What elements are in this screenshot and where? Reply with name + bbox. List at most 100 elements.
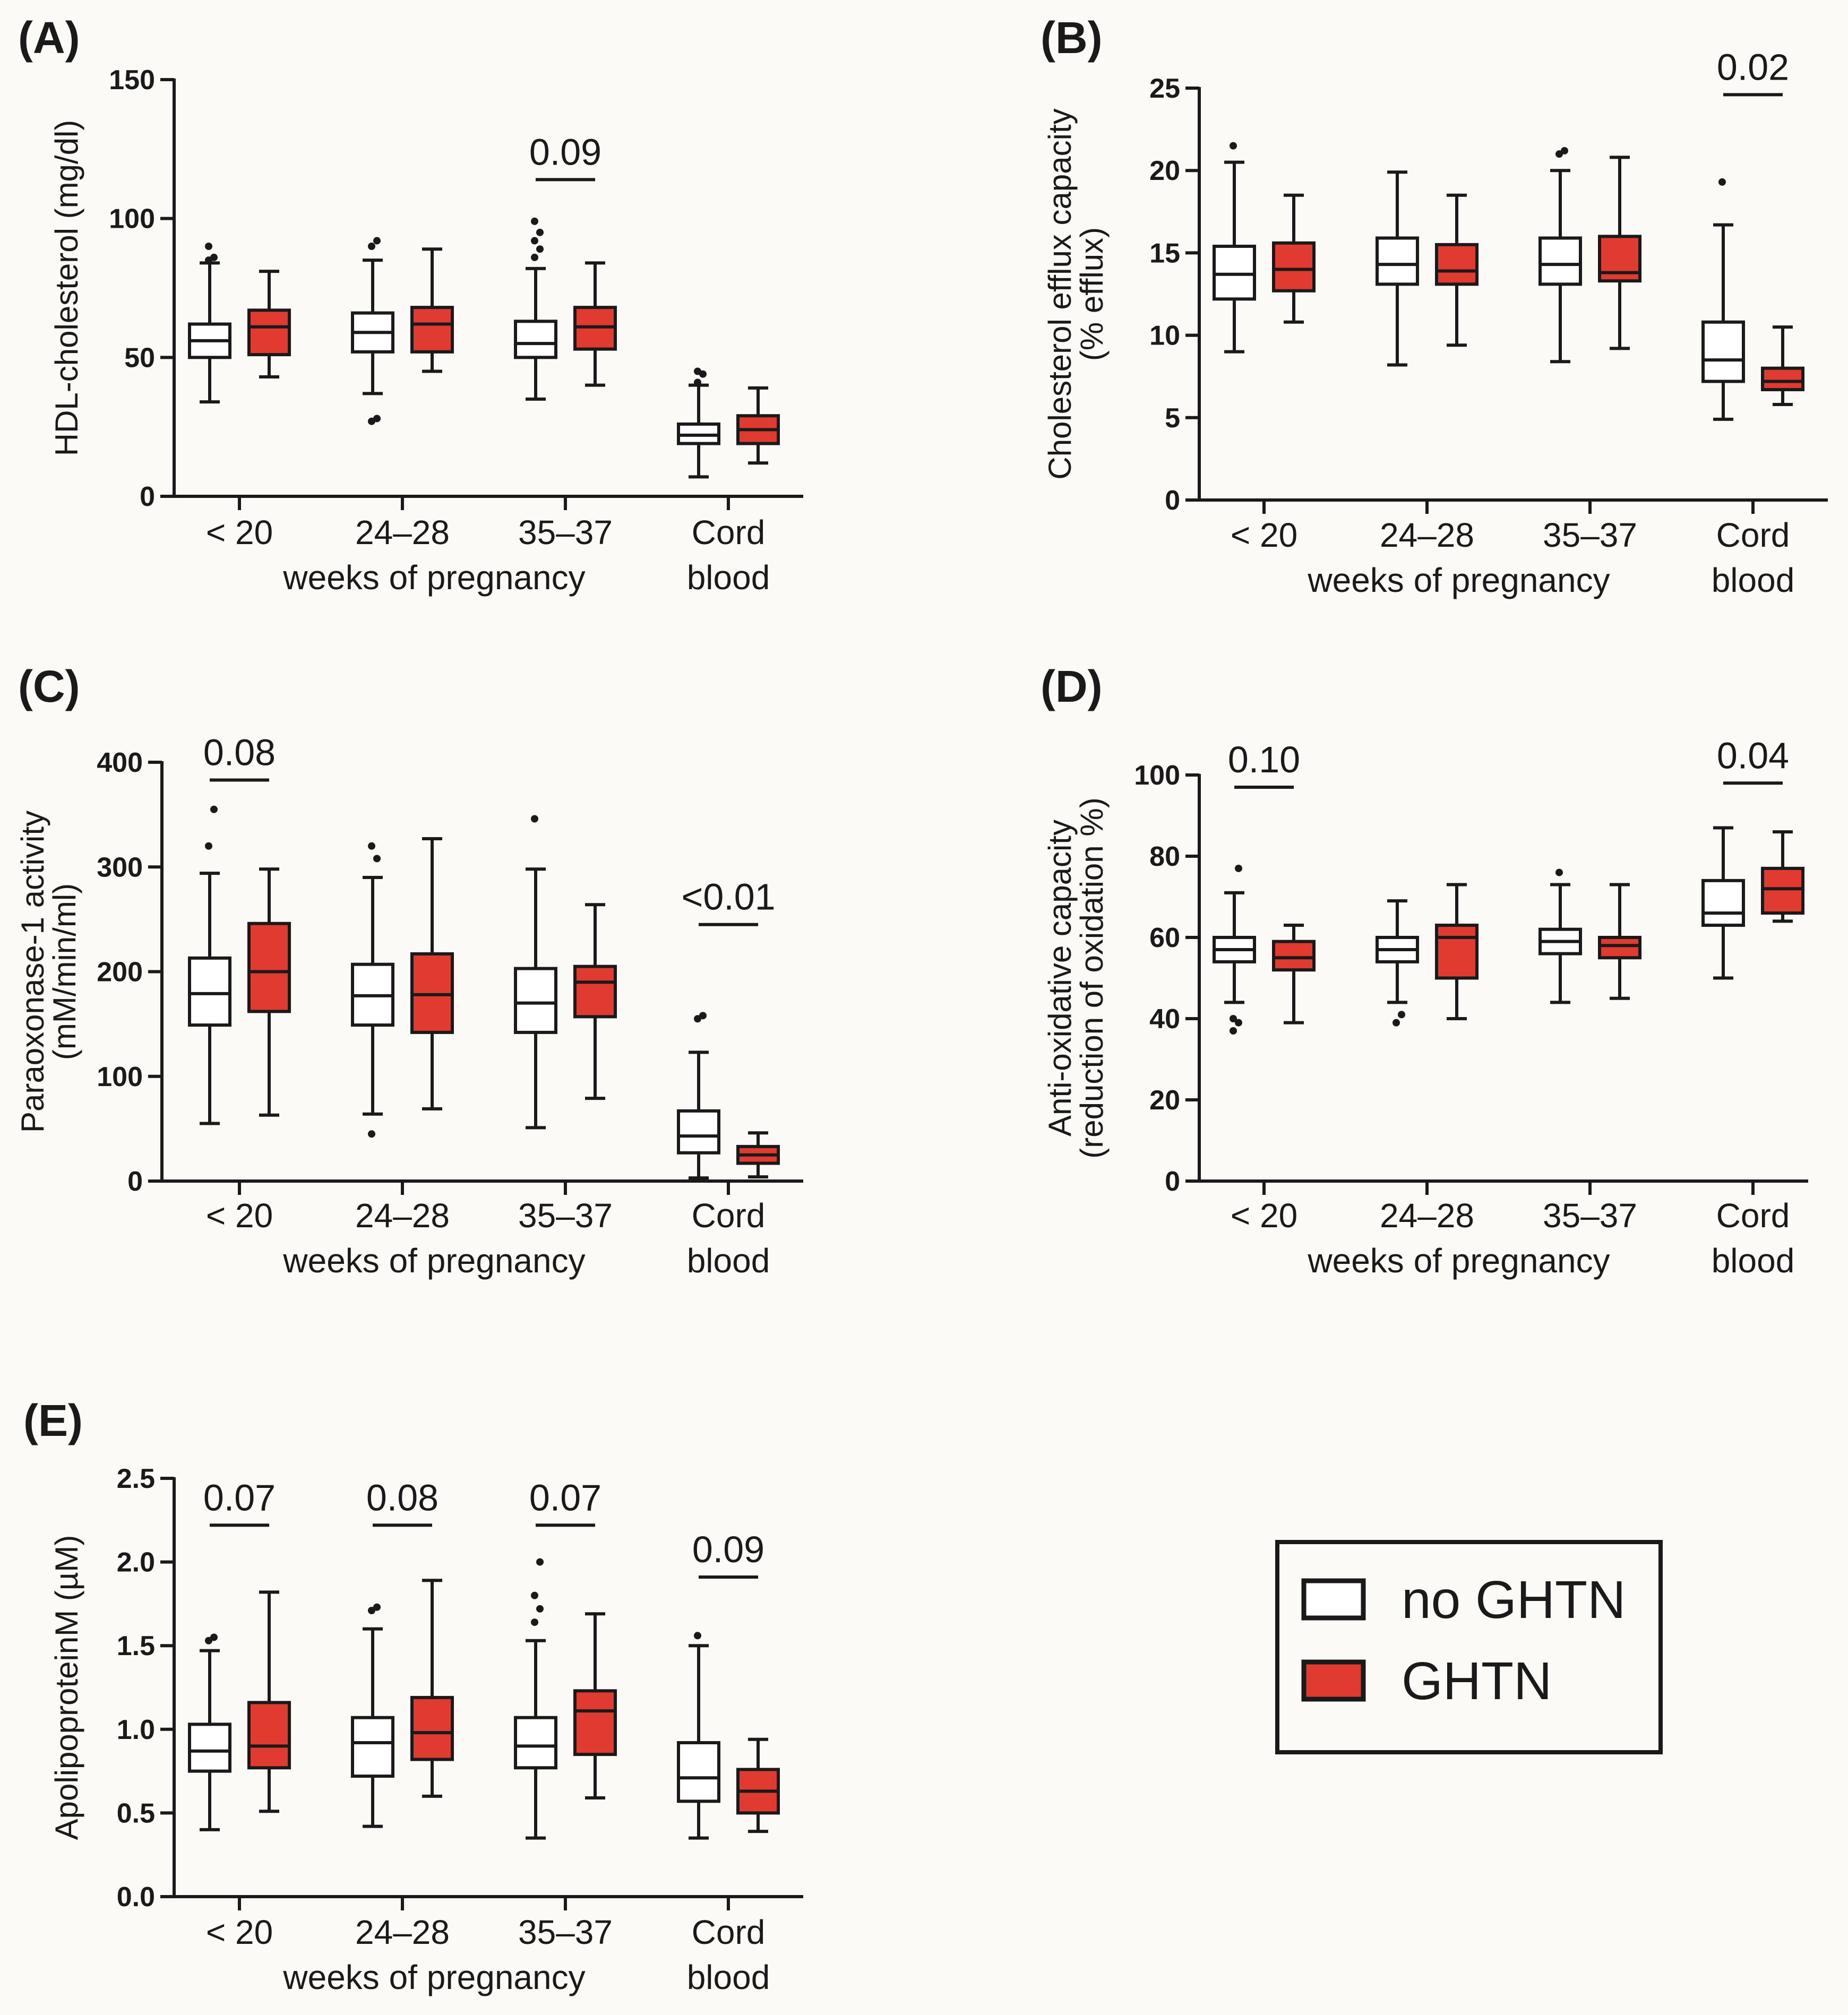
iqr-box — [514, 967, 557, 1034]
y-tick-label: 2.5 — [117, 1463, 155, 1494]
box-no-ghtn-cord-blood — [677, 1632, 720, 1840]
outlier-point — [1393, 1019, 1400, 1027]
x-axis-title: weeks of pregnancy — [282, 1958, 585, 1996]
box-no-ghtn-24-28 — [1376, 170, 1419, 367]
legend-label-ghtn: GHTN — [1402, 1651, 1552, 1711]
x-axis-title: weeks of pregnancy — [282, 558, 585, 597]
x-tick-label: blood — [687, 558, 770, 597]
outlier-point — [368, 1607, 375, 1615]
x-tick-label: Cord — [1716, 1196, 1790, 1235]
iqr-box — [1272, 940, 1316, 972]
outlier-point — [1398, 1011, 1405, 1019]
x-tick-label: blood — [687, 1242, 770, 1280]
x-tick-label: 24–28 — [355, 1196, 450, 1235]
outlier-point — [373, 237, 381, 245]
y-tick-label: 100 — [1134, 760, 1180, 791]
box-ghtn-35-37 — [573, 903, 617, 1100]
x-tick-label: 24–28 — [1380, 1196, 1474, 1235]
outlier-point — [694, 367, 701, 375]
box-ghtn-35-37 — [1598, 156, 1641, 350]
panel-label: (B) — [1041, 13, 1103, 63]
pvalue-label: 0.09 — [692, 1529, 764, 1570]
y-tick-label: 15 — [1149, 238, 1180, 269]
box-ghtn-24-28 — [1435, 883, 1479, 1020]
y-tick-label: 0.5 — [117, 1798, 155, 1829]
outlier-point — [205, 243, 212, 250]
outlier-point — [694, 1632, 701, 1640]
box-no-ghtn-cord-blood — [1701, 826, 1745, 980]
iqr-box — [573, 965, 617, 1019]
box-ghtn-cord-blood — [736, 1131, 780, 1179]
iqr-box — [247, 1701, 291, 1770]
x-tick-label: 24–28 — [1380, 516, 1474, 554]
outlier-point — [531, 1618, 538, 1626]
y-tick-label: 200 — [97, 957, 143, 988]
x-tick-label: < 20 — [1231, 1196, 1297, 1235]
y-tick-label: 1.0 — [117, 1715, 155, 1745]
outlier-point — [536, 1605, 544, 1613]
y-tick-label: 25 — [1149, 73, 1180, 104]
y-tick-label: 1.5 — [117, 1631, 155, 1661]
y-axis-title: (mM/min/ml) — [47, 883, 82, 1060]
panel-e: (E) 0.0 0.5 1.0 1.5 2.0 2.5 ApolipoproteinM (µM… — [23, 1396, 803, 1996]
box-ghtn-35-37 — [573, 261, 617, 387]
iqr-box — [1376, 236, 1419, 286]
iqr-box — [1761, 366, 1804, 392]
iqr-box — [410, 306, 454, 354]
box-ghtn-cord-blood — [736, 1737, 780, 1833]
box-ghtn-cord-blood — [1761, 325, 1804, 406]
box-ghtn-cord-blood — [736, 386, 780, 465]
iqr-box — [1701, 879, 1745, 927]
y-tick-label: 20 — [1149, 1085, 1180, 1116]
box-ghtn-20 — [1272, 193, 1316, 324]
iqr-box — [1213, 244, 1256, 301]
x-tick-label: Cord — [692, 1196, 766, 1235]
box-ghtn-24-28 — [410, 837, 454, 1110]
y-tick-label: 0 — [140, 481, 155, 512]
pvalue-label: 0.08 — [366, 1477, 439, 1518]
y-tick-label: 0.0 — [117, 1882, 155, 1913]
x-tick-label: < 20 — [1231, 516, 1297, 554]
x-tick-label: 35–37 — [1543, 1196, 1637, 1235]
box-ghtn-cord-blood — [1761, 830, 1804, 923]
panel-a: (A) 0 50 100 150 HDL-cholesterol (mg/dl) < 20 2… — [18, 13, 803, 597]
x-tick-label: blood — [687, 1958, 770, 1996]
pvalue-label: 0.02 — [1717, 46, 1789, 88]
pvalue-label: 0.07 — [529, 1477, 601, 1518]
outlier-point — [531, 237, 538, 245]
outlier-point — [368, 842, 375, 850]
panel-b: (B) 0 5 10 15 20 25 Cholesterol efflux capacity… — [1041, 13, 1828, 599]
x-tick-label: < 20 — [206, 513, 273, 552]
iqr-box — [1435, 243, 1479, 286]
pvalue-label: 0.07 — [203, 1477, 276, 1518]
legend: no GHTN GHTN — [1275, 1540, 1663, 1754]
outlier-point — [531, 1591, 538, 1599]
y-axis-title: HDL-cholesterol (mg/dl) — [49, 120, 84, 457]
y-tick-label: 0 — [1165, 1166, 1180, 1197]
y-tick-label: 80 — [1149, 841, 1180, 872]
box-no-ghtn-20 — [188, 1633, 231, 1831]
outlier-point — [373, 415, 381, 423]
outlier-point — [694, 378, 701, 386]
legend-swatch-no-ghtn — [1301, 1578, 1366, 1621]
y-tick-label: 2.0 — [117, 1547, 155, 1578]
x-tick-label: 35–37 — [518, 1913, 613, 1951]
legend-label-no-ghtn: no GHTN — [1402, 1570, 1626, 1630]
outlier-point — [210, 1633, 218, 1641]
iqr-box — [1272, 241, 1316, 292]
panel-d: (D) 0 20 40 60 80 100 Anti-oxidative capacity(r… — [1041, 661, 1808, 1280]
iqr-box — [514, 1716, 557, 1770]
outlier-point — [1230, 1015, 1237, 1022]
y-tick-label: 0 — [127, 1166, 143, 1197]
y-tick-label: 5 — [1165, 403, 1180, 434]
iqr-box — [1538, 236, 1582, 286]
pvalue-label: 0.08 — [203, 732, 276, 773]
outlier-point — [1235, 1019, 1242, 1027]
panel-c: (C) 0 100 200 300 400 Paraoxonase-1 activity(m… — [15, 661, 803, 1280]
box-no-ghtn-20 — [188, 243, 231, 404]
box-ghtn-35-37 — [1598, 883, 1641, 1000]
iqr-box — [410, 1695, 454, 1761]
iqr-box — [188, 1723, 231, 1773]
box-no-ghtn-24-28 — [351, 1603, 394, 1828]
